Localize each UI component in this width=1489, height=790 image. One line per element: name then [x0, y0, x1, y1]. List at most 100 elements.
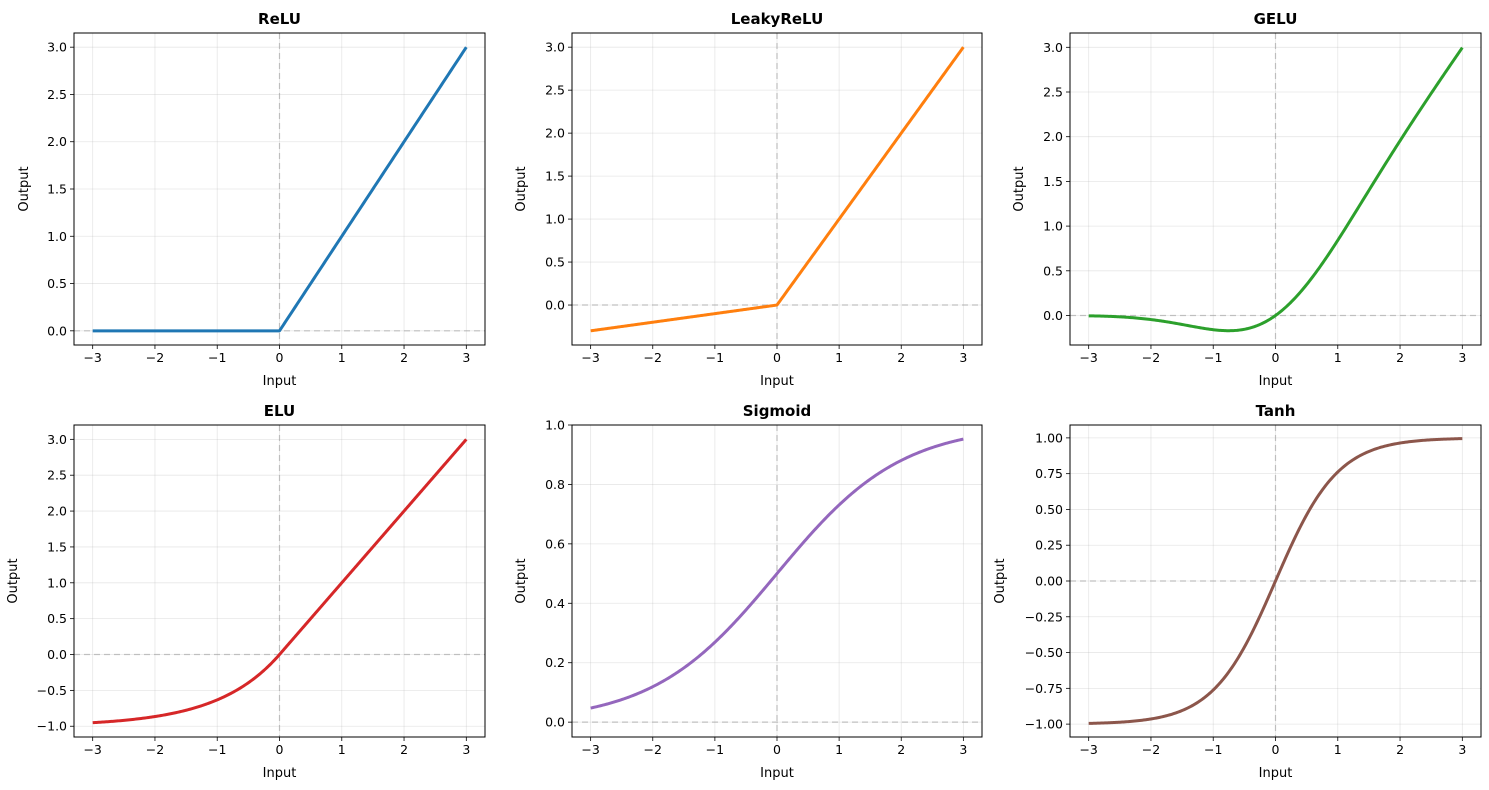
- y-tick-label: 3.0: [47, 40, 67, 55]
- y-tick-label: 3.0: [545, 40, 565, 55]
- x-tick-label: −1: [208, 350, 226, 365]
- x-axis-label: Input: [760, 766, 794, 781]
- y-tick-label: −1.0: [37, 719, 67, 734]
- series-line-sigmoid: [590, 437, 964, 710]
- x-tick-label: 0: [773, 350, 781, 365]
- x-tick-label: −1: [706, 350, 724, 365]
- chart-title: Sigmoid: [743, 402, 812, 420]
- x-tick-label: 1: [1334, 742, 1342, 757]
- x-tick-label: 2: [400, 742, 408, 757]
- x-tick-label: −1: [1204, 742, 1222, 757]
- x-tick-label: 3: [1458, 350, 1466, 365]
- x-tick-label: −2: [1142, 350, 1160, 365]
- x-tick-label: 3: [462, 350, 470, 365]
- x-axis-label: Input: [760, 374, 794, 389]
- x-tick-label: 1: [338, 350, 346, 365]
- x-tick-label: −3: [1079, 350, 1097, 365]
- y-tick-label: 1.0: [47, 575, 67, 590]
- y-tick-label: 1.0: [545, 418, 565, 433]
- y-tick-label: 0.6: [545, 536, 565, 551]
- y-tick-label: 0.25: [1035, 538, 1063, 553]
- subplot-elu: −3 −2 −1 0 1 2 3 −1.0 −0.5 0.0 0.5 1.0 1.5 2.0 2.5 3.0 E…: [6, 402, 486, 781]
- x-tick-label: −3: [83, 350, 101, 365]
- x-tick-label: 0: [276, 350, 284, 365]
- y-tick-label: −0.25: [1025, 609, 1063, 624]
- y-tick-label: 1.0: [545, 212, 565, 227]
- x-tick-label: −2: [146, 350, 164, 365]
- x-tick-label: −2: [644, 350, 662, 365]
- y-tick-label: 0.5: [47, 611, 67, 626]
- x-axis-label: Input: [1259, 374, 1293, 389]
- x-tick-label: 0: [1272, 742, 1280, 757]
- chart-title: ReLU: [258, 10, 301, 28]
- y-tick-label: 2.5: [47, 87, 67, 102]
- y-tick-label: −0.50: [1025, 645, 1063, 660]
- y-tick-label: 0.2: [545, 655, 565, 670]
- subplot-relu: −3 −2 −1 0 1 2 3 0.0 0.5 1.0 1.5 2.0 2.5 3.0 ReLU Input…: [17, 10, 486, 389]
- y-tick-label: 3.0: [47, 432, 67, 447]
- y-axis-label: Output: [514, 166, 529, 211]
- chart-title: LeakyReLU: [731, 10, 824, 28]
- y-tick-label: 0.5: [47, 276, 67, 291]
- x-tick-label: 2: [897, 742, 905, 757]
- x-tick-label: −1: [1204, 350, 1222, 365]
- x-tick-label: −1: [208, 742, 226, 757]
- y-tick-label: 0.0: [47, 647, 67, 662]
- y-tick-label: 0.0: [545, 715, 565, 730]
- series-line-leakyrelu: [590, 46, 965, 333]
- x-tick-label: −3: [83, 742, 101, 757]
- x-tick-label: −2: [1142, 742, 1160, 757]
- x-tick-label: 2: [897, 350, 905, 365]
- y-tick-label: −1.00: [1025, 717, 1063, 732]
- y-tick-label: 0.5: [1043, 263, 1063, 278]
- y-tick-label: 2.5: [545, 83, 565, 98]
- series-line-relu: [92, 46, 468, 333]
- x-axis-label: Input: [1259, 766, 1293, 781]
- y-tick-label: 1.0: [47, 229, 67, 244]
- y-tick-label: 2.0: [1043, 129, 1063, 144]
- x-tick-label: 0: [773, 742, 781, 757]
- y-tick-label: 0.0: [1043, 308, 1063, 323]
- x-tick-label: −2: [146, 742, 164, 757]
- x-tick-label: −1: [706, 742, 724, 757]
- x-tick-label: 1: [835, 742, 843, 757]
- x-tick-label: 1: [338, 742, 346, 757]
- x-axis-label: Input: [263, 374, 297, 389]
- x-tick-label: 3: [959, 742, 967, 757]
- y-tick-label: 3.0: [1043, 40, 1063, 55]
- y-tick-label: 0.00: [1035, 574, 1063, 589]
- x-tick-label: −3: [581, 742, 599, 757]
- series-line-tanh: [1088, 437, 1463, 725]
- series-line-elu: [92, 438, 468, 725]
- y-tick-label: −0.5: [37, 683, 67, 698]
- x-tick-label: −3: [1079, 742, 1097, 757]
- y-tick-label: 2.0: [47, 504, 67, 519]
- y-axis-label: Output: [1012, 166, 1027, 211]
- x-tick-label: 2: [1396, 742, 1404, 757]
- chart-title: Tanh: [1256, 402, 1296, 420]
- y-tick-label: 0.0: [47, 323, 67, 338]
- x-tick-label: 3: [1458, 742, 1466, 757]
- x-tick-label: 0: [276, 742, 284, 757]
- y-tick-label: 1.5: [47, 539, 67, 554]
- y-tick-label: 2.5: [1043, 85, 1063, 100]
- x-tick-label: 3: [959, 350, 967, 365]
- y-tick-label: 0.8: [545, 477, 565, 492]
- subplot-sigmoid: −3 −2 −1 0 1 2 3 0.0 0.2 0.4 0.6 0.8 1.0 Sigmoid Input…: [514, 402, 983, 781]
- subplot-gelu: −3 −2 −1 0 1 2 3 0.0 0.5 1.0 1.5 2.0 2.5 3.0 GELU Input…: [1012, 10, 1482, 389]
- y-axis-label: Output: [993, 558, 1008, 603]
- y-axis-label: Output: [514, 558, 529, 603]
- y-axis-label: Output: [6, 558, 21, 603]
- y-tick-label: 0.4: [545, 596, 565, 611]
- y-tick-label: 2.5: [47, 468, 67, 483]
- x-tick-label: 2: [400, 350, 408, 365]
- y-tick-label: 1.00: [1035, 430, 1063, 445]
- subplot-leakyrelu: −3 −2 −1 0 1 2 3 0.0 0.5 1.0 1.5 2.0 2.5 3.0 LeakyReLU…: [514, 10, 983, 389]
- x-tick-label: 3: [462, 742, 470, 757]
- y-axis-label: Output: [17, 166, 32, 211]
- x-tick-label: −2: [644, 742, 662, 757]
- y-tick-label: 2.0: [545, 126, 565, 141]
- y-tick-label: 0.0: [545, 298, 565, 313]
- x-axis-label: Input: [263, 766, 297, 781]
